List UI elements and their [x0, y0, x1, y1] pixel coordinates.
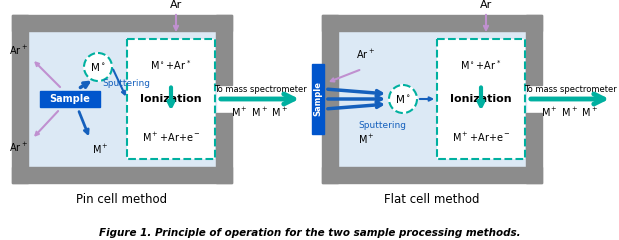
Text: Sputtering: Sputtering — [102, 79, 150, 88]
Bar — [216, 113, 232, 183]
Bar — [322, 15, 338, 183]
Text: M$^+$+Ar+e$^-$: M$^+$+Ar+e$^-$ — [452, 131, 510, 144]
Text: Ar$^+$: Ar$^+$ — [9, 44, 28, 57]
Bar — [526, 113, 542, 183]
FancyBboxPatch shape — [127, 39, 215, 159]
Text: Ar: Ar — [170, 0, 182, 10]
Bar — [28, 31, 216, 167]
Text: M$^+$+Ar+e$^-$: M$^+$+Ar+e$^-$ — [142, 131, 201, 144]
Text: Sample: Sample — [50, 94, 90, 104]
Circle shape — [389, 85, 417, 113]
Circle shape — [84, 53, 112, 81]
FancyBboxPatch shape — [437, 39, 525, 159]
Text: M$^+$: M$^+$ — [92, 143, 109, 156]
Bar — [12, 15, 232, 31]
Bar — [322, 167, 542, 183]
Text: M$^\circ$+Ar$^*$: M$^\circ$+Ar$^*$ — [461, 59, 501, 72]
Text: Ionization: Ionization — [140, 94, 202, 104]
Bar — [12, 167, 232, 183]
Bar — [526, 15, 542, 85]
Bar — [312, 64, 324, 134]
Text: Ar$^+$: Ar$^+$ — [9, 141, 28, 154]
Bar — [338, 31, 526, 167]
Text: Ar: Ar — [480, 0, 492, 10]
Text: To mass spectrometer: To mass spectrometer — [214, 85, 306, 94]
Text: Ar$^+$: Ar$^+$ — [356, 48, 375, 61]
Text: M$^\circ$+Ar$^*$: M$^\circ$+Ar$^*$ — [150, 59, 192, 72]
Text: M$^+$ M$^+$ M$^+$: M$^+$ M$^+$ M$^+$ — [232, 106, 288, 119]
Bar — [216, 15, 232, 85]
Text: Sample: Sample — [313, 82, 322, 116]
Text: Ionization: Ionization — [450, 94, 512, 104]
Text: M$^+$: M$^+$ — [358, 133, 374, 146]
Text: Flat cell method: Flat cell method — [384, 193, 480, 206]
Text: To mass spectrometer: To mass spectrometer — [524, 85, 617, 94]
Text: Figure 1. Principle of operation for the two sample processing methods.: Figure 1. Principle of operation for the… — [98, 228, 521, 238]
Text: M$^\circ$: M$^\circ$ — [90, 61, 106, 73]
Text: Sputtering: Sputtering — [358, 121, 406, 130]
Text: Pin cell method: Pin cell method — [76, 193, 168, 206]
Text: M$^+$ M$^+$ M$^+$: M$^+$ M$^+$ M$^+$ — [542, 106, 599, 119]
Text: M$^\circ$: M$^\circ$ — [395, 93, 411, 105]
Bar — [322, 15, 542, 31]
Bar — [12, 15, 28, 183]
Bar — [40, 91, 100, 107]
